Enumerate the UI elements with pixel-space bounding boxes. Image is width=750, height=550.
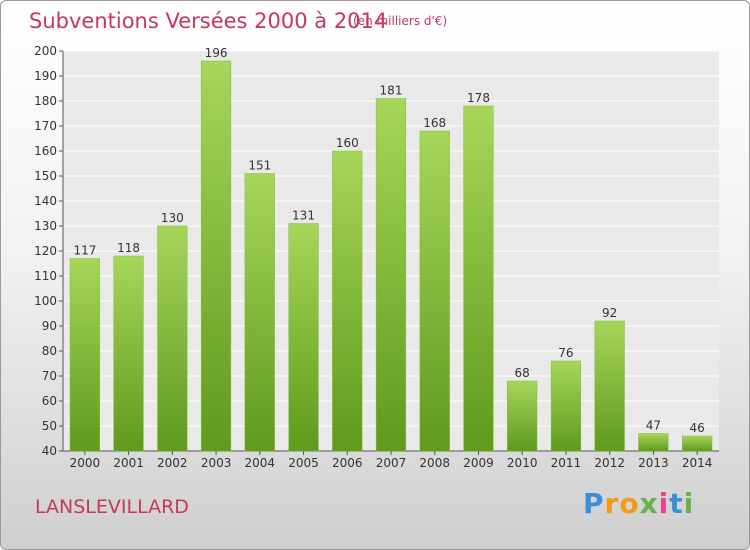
bar	[157, 225, 188, 452]
logo-letter: i	[658, 487, 670, 520]
x-tick-label: 2005	[288, 456, 319, 470]
y-tick-label: 160	[34, 144, 57, 158]
bar	[507, 380, 538, 452]
y-tick-label: 170	[34, 119, 57, 133]
y-tick-label: 70	[42, 369, 57, 383]
y-tick-label: 90	[42, 319, 57, 333]
logo-letter: P	[583, 487, 605, 520]
bar	[69, 258, 100, 452]
bar	[200, 60, 232, 452]
y-tick-label: 150	[34, 169, 57, 183]
y-tick-label: 190	[34, 69, 57, 83]
y-tick-label: 40	[42, 444, 57, 458]
x-tick-label: 2013	[638, 456, 669, 470]
bar	[288, 223, 319, 452]
y-tick-label: 120	[34, 244, 57, 258]
y-tick-label: 180	[34, 94, 57, 108]
logo-letter: o	[619, 487, 640, 520]
bar-value-label: 151	[248, 159, 271, 173]
bar	[375, 98, 407, 452]
x-tick-label: 2010	[507, 456, 538, 470]
bar-value-label: 118	[117, 241, 140, 255]
y-tick-label: 80	[42, 344, 57, 358]
bar	[113, 255, 144, 452]
bar-value-label: 76	[558, 346, 573, 360]
bar	[419, 130, 450, 452]
bar-value-label: 178	[467, 91, 490, 105]
bar-value-label: 68	[515, 366, 530, 380]
location-label: LANSLEVILLARD	[35, 496, 189, 518]
logo-letter: i	[683, 487, 695, 520]
logo-letter: r	[604, 487, 620, 520]
bar-value-label: 131	[292, 209, 315, 223]
x-tick-label: 2008	[419, 456, 450, 470]
logo-letter: t	[669, 487, 684, 520]
bar-value-label: 46	[689, 421, 704, 435]
x-tick-label: 2007	[376, 456, 407, 470]
bar	[682, 435, 713, 452]
x-tick-label: 2001	[113, 456, 144, 470]
y-tick-label: 140	[34, 194, 57, 208]
y-tick-label: 100	[34, 294, 57, 308]
bar-value-label: 196	[205, 46, 228, 60]
bar-value-label: 47	[646, 419, 661, 433]
x-tick-label: 2006	[332, 456, 363, 470]
x-tick-label: 2012	[594, 456, 625, 470]
y-tick-label: 60	[42, 394, 57, 408]
y-tick-label: 50	[42, 419, 57, 433]
bar	[244, 173, 275, 452]
x-tick-label: 2011	[551, 456, 582, 470]
bar	[594, 320, 625, 452]
x-tick-label: 2009	[463, 456, 494, 470]
logo-letter: x	[639, 487, 659, 520]
x-tick-label: 2014	[682, 456, 713, 470]
chart-subtitle: (en milliers d'€)	[353, 14, 448, 28]
bar-value-label: 160	[336, 136, 359, 150]
bar-value-label: 92	[602, 306, 617, 320]
y-tick-label: 130	[34, 219, 57, 233]
bar	[463, 105, 494, 452]
proxiti-logo: Proxiti	[583, 487, 694, 520]
y-tick-label: 110	[34, 269, 57, 283]
bar	[638, 433, 669, 452]
bar-value-label: 168	[423, 116, 446, 130]
bar	[332, 150, 363, 452]
x-tick-label: 2003	[201, 456, 232, 470]
x-tick-label: 2000	[70, 456, 101, 470]
bar-value-label: 181	[380, 84, 403, 98]
chart-title: Subventions Versées 2000 à 2014	[29, 9, 388, 33]
x-tick-label: 2004	[245, 456, 276, 470]
bar-value-label: 117	[73, 244, 96, 258]
bar	[550, 360, 582, 452]
y-tick-label: 200	[34, 44, 57, 58]
bar-value-label: 130	[161, 211, 184, 225]
x-tick-label: 2002	[157, 456, 188, 470]
